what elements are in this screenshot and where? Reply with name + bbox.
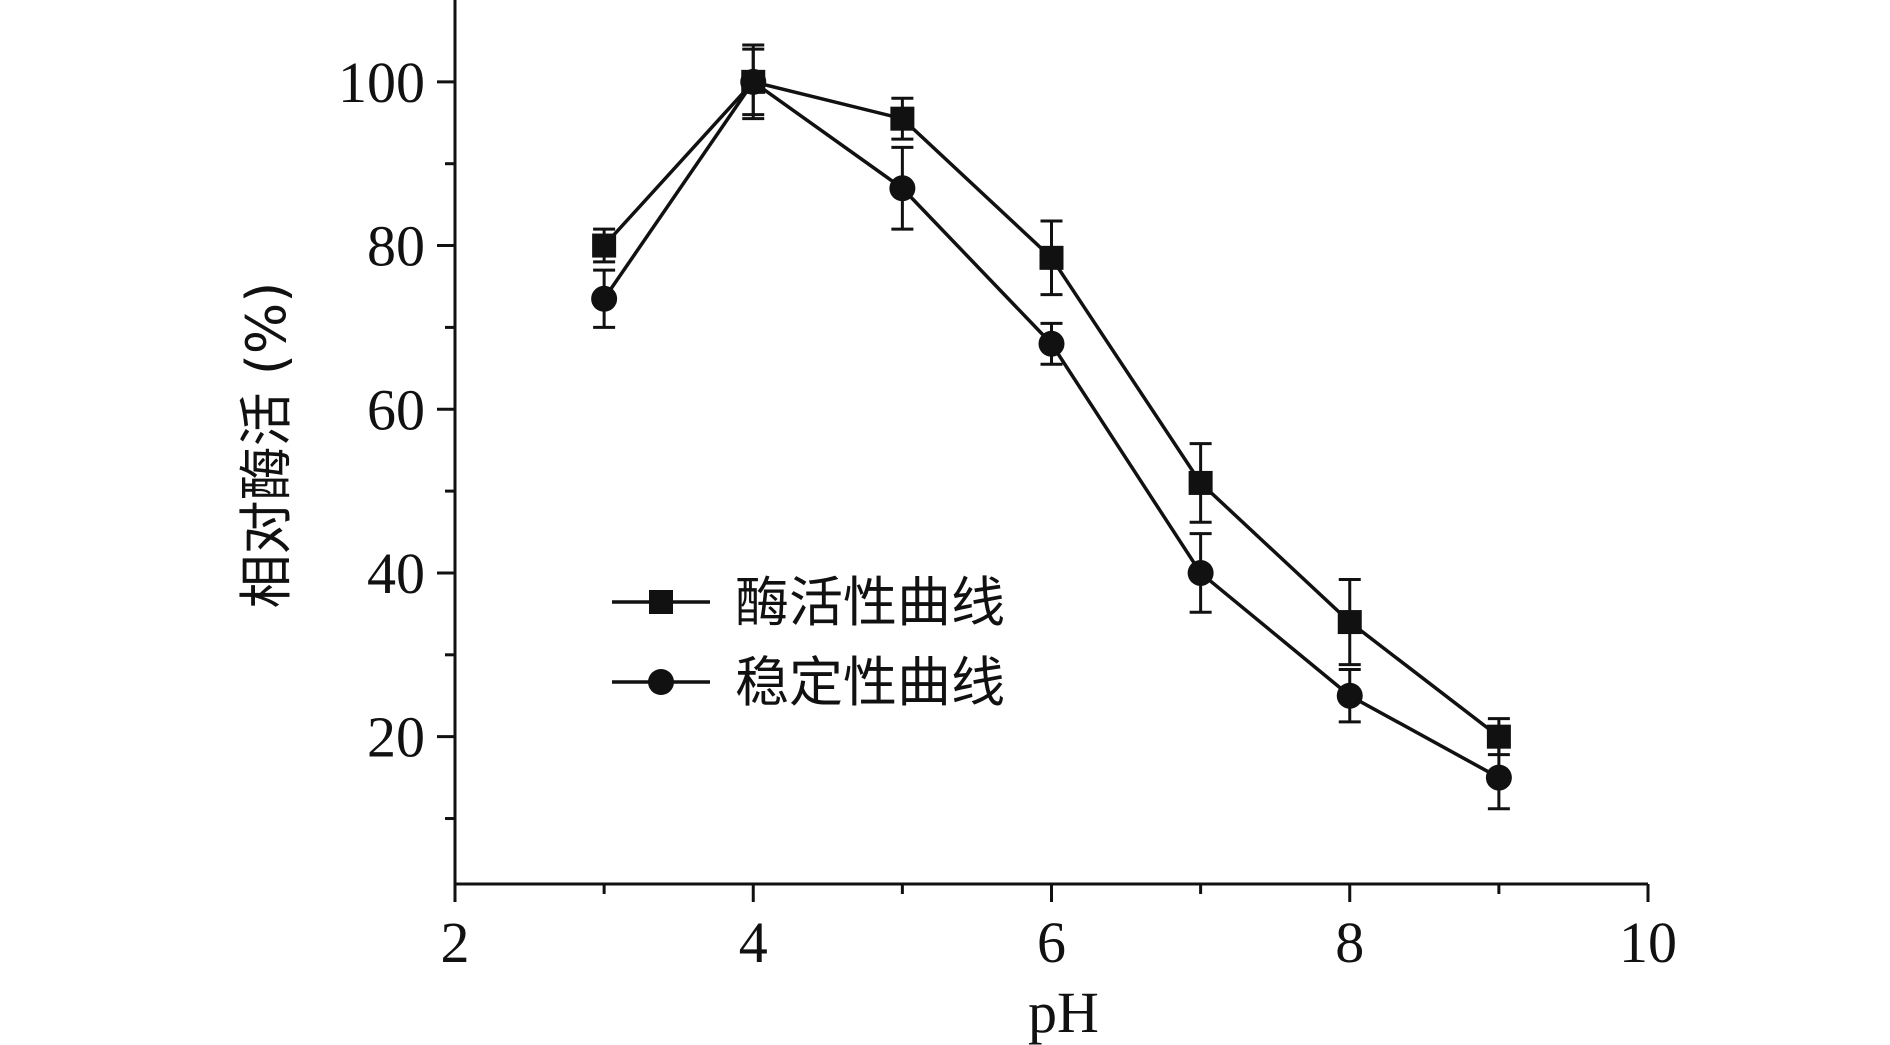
y-tick-label: 40 — [367, 541, 425, 606]
y-tick-label: 80 — [367, 214, 425, 279]
y-tick-label: 100 — [338, 50, 425, 115]
x-tick-label: 8 — [1335, 910, 1364, 975]
series-layer — [591, 43, 1512, 811]
axes: 2 4 6 8 10 20 40 60 80 100 — [338, 0, 1677, 975]
data-point — [889, 175, 916, 202]
y-axis-title: 相对酶活 (%) — [235, 282, 298, 609]
x-tick-label: 4 — [739, 910, 768, 975]
x-tick-label: 6 — [1037, 910, 1066, 975]
legend-item: 酶活性曲线 — [612, 571, 1005, 634]
data-point — [1038, 330, 1065, 357]
data-point — [1486, 724, 1511, 749]
data-point — [591, 285, 618, 312]
legend-square-marker — [649, 590, 673, 614]
y-tick-label: 20 — [367, 705, 425, 770]
series-2 — [591, 47, 1512, 811]
data-point — [592, 233, 617, 258]
data-point — [740, 68, 767, 95]
y-tick-label: 60 — [367, 377, 425, 442]
data-point — [890, 106, 915, 131]
data-point — [1039, 245, 1064, 270]
legend-item: 稳定性曲线 — [612, 651, 1005, 714]
legend-label: 稳定性曲线 — [735, 651, 1005, 714]
data-point — [1188, 470, 1213, 495]
legend-circle-marker — [648, 669, 674, 695]
x-tick-label: 10 — [1619, 910, 1677, 975]
data-point — [1187, 559, 1214, 586]
data-point — [1485, 764, 1512, 791]
x-axis-title: pH — [1028, 980, 1099, 1045]
series-line — [602, 79, 1500, 739]
data-point — [1336, 682, 1363, 709]
x-tick-label: 2 — [441, 910, 470, 975]
data-point — [1337, 610, 1362, 635]
legend-label: 酶活性曲线 — [735, 571, 1005, 634]
series-1 — [592, 43, 1511, 757]
